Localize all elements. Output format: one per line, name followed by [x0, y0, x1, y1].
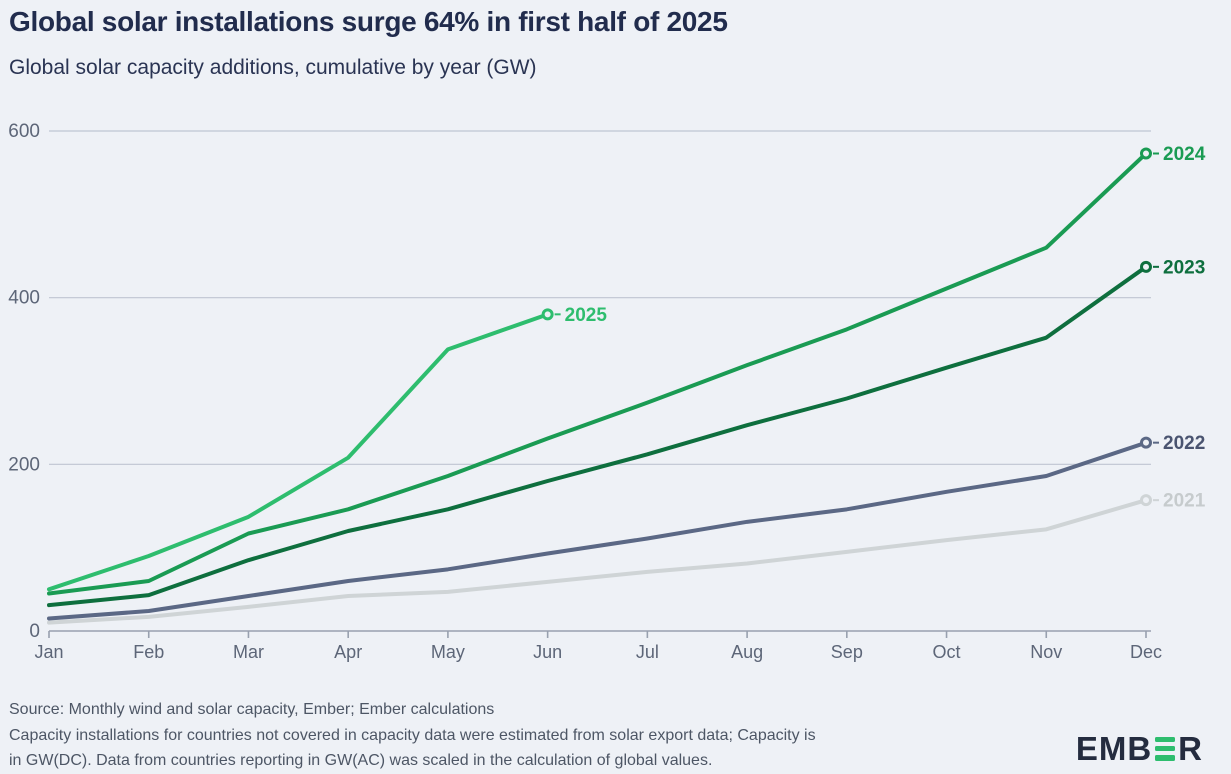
source-line-1: Source: Monthly wind and solar capacity,… [9, 701, 495, 718]
series-line-2022 [47, 440, 1148, 621]
series-end-label-2025: 2025 [565, 305, 608, 326]
series-end-label-2024: 2024 [1163, 144, 1206, 165]
series-line-2024 [47, 151, 1148, 596]
series-end-marker-2023 [1140, 260, 1152, 273]
chart-subtitle: Global solar capacity additions, cumulat… [9, 56, 537, 79]
series-end-marker-2024 [1140, 147, 1152, 160]
y-tick-label: 400 [8, 288, 40, 309]
x-tick-label: Sep [831, 642, 863, 662]
series-end-label-2022: 2022 [1163, 433, 1205, 454]
y-tick-label: 600 [8, 121, 40, 142]
series-end-marker-2021 [1140, 494, 1152, 507]
series-line-2023 [47, 264, 1148, 608]
y-tick-label: 0 [29, 621, 40, 642]
source-line-3: in GW(DC). Data from countries reporting… [9, 752, 713, 769]
x-tick-label: Oct [933, 642, 961, 662]
ember-logo: EMB R [1076, 732, 1203, 765]
x-tick-label: Apr [334, 642, 362, 662]
x-tick-label: Jun [533, 642, 562, 662]
x-tick-label: Feb [133, 642, 164, 662]
series-end-marker-2025 [541, 308, 554, 321]
x-tick-label: Jul [636, 642, 659, 662]
ember-logo-e-bars-icon [1155, 736, 1176, 761]
x-tick-label: Jan [34, 642, 63, 662]
series-end-marker-2022 [1140, 436, 1152, 449]
x-tick-label: Nov [1030, 642, 1062, 662]
ember-logo-text-left: EMB [1075, 730, 1153, 767]
x-tick-label: May [431, 642, 465, 662]
series-end-label-2021: 2021 [1163, 491, 1206, 512]
source-line-2: Capacity installations for countries not… [9, 726, 816, 744]
x-tick-label: Dec [1130, 642, 1162, 662]
series-line-2021 [47, 498, 1148, 625]
source-note: Source: Monthly wind and solar capacity,… [9, 697, 816, 774]
x-tick-label: Aug [731, 642, 763, 662]
ember-logo-text-right: R [1178, 730, 1203, 767]
series-end-label-2023: 2023 [1163, 257, 1205, 278]
series-line-2025 [47, 312, 550, 592]
y-tick-label: 200 [8, 454, 40, 475]
chart-title: Global solar installations surge 64% in … [9, 6, 728, 37]
x-tick-label: Mar [233, 642, 264, 662]
